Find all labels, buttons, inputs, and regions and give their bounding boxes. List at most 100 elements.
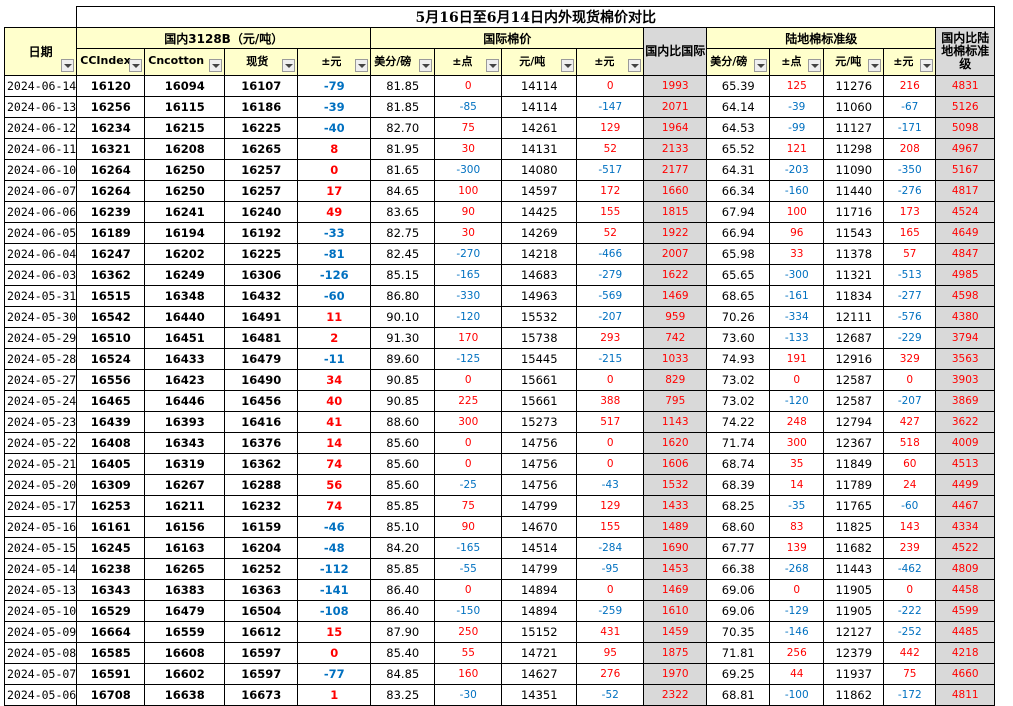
- header-yuan-ton[interactable]: 元/吨: [501, 48, 578, 76]
- cell-date[interactable]: 2024-05-21: [3, 453, 78, 475]
- cell-port-usc-change[interactable]: 96: [769, 222, 825, 244]
- cell-spot-change[interactable]: 11: [297, 306, 372, 328]
- cell-diff-port[interactable]: 4831: [935, 75, 996, 97]
- cell-port-yuan-ton[interactable]: 11905: [823, 579, 885, 601]
- filter-dropdown-icon[interactable]: [486, 59, 500, 72]
- cell-yuan-change[interactable]: 129: [576, 495, 645, 517]
- cell-cc-index[interactable]: 16256: [76, 96, 146, 118]
- cell-diff-intl[interactable]: 1875: [643, 642, 708, 664]
- cell-spot[interactable]: 16362: [224, 453, 299, 475]
- cell-usc-change[interactable]: -300: [434, 159, 503, 181]
- cell-usc-lb[interactable]: 88.60: [370, 411, 436, 433]
- cell-diff-intl[interactable]: 1459: [643, 621, 708, 643]
- cell-spot[interactable]: 16192: [224, 222, 299, 244]
- cell-usc-lb[interactable]: 85.10: [370, 516, 436, 538]
- cell-spot-change[interactable]: -79: [297, 75, 372, 97]
- cell-date[interactable]: 2024-06-11: [3, 138, 78, 160]
- cell-spot[interactable]: 16306: [224, 264, 299, 286]
- cell-port-usc-lb[interactable]: 65.52: [706, 138, 771, 160]
- cell-port-yuan-change[interactable]: -576: [883, 306, 937, 328]
- cell-usc-change[interactable]: 75: [434, 117, 503, 139]
- cell-spot-change[interactable]: -108: [297, 600, 372, 622]
- cell-cncotton[interactable]: 16194: [144, 222, 226, 244]
- cell-usc-lb[interactable]: 87.90: [370, 621, 436, 643]
- cell-diff-intl[interactable]: 1033: [643, 348, 708, 370]
- cell-usc-change[interactable]: -120: [434, 306, 503, 328]
- cell-usc-lb[interactable]: 85.40: [370, 642, 436, 664]
- header-spot[interactable]: 现货: [224, 48, 299, 76]
- filter-dropdown-icon[interactable]: [419, 59, 433, 72]
- cell-diff-port[interactable]: 4380: [935, 306, 996, 328]
- cell-port-yuan-change[interactable]: 143: [883, 516, 937, 538]
- cell-diff-port[interactable]: 4009: [935, 432, 996, 454]
- cell-diff-intl[interactable]: 1690: [643, 537, 708, 559]
- cell-cncotton[interactable]: 16440: [144, 306, 226, 328]
- cell-diff-intl[interactable]: 1815: [643, 201, 708, 223]
- cell-port-yuan-ton[interactable]: 11543: [823, 222, 885, 244]
- cell-usc-change[interactable]: 300: [434, 411, 503, 433]
- cell-usc-lb[interactable]: 84.85: [370, 663, 436, 685]
- cell-spot[interactable]: 16232: [224, 495, 299, 517]
- cell-spot[interactable]: 16376: [224, 432, 299, 454]
- cell-diff-intl[interactable]: 742: [643, 327, 708, 349]
- cell-port-usc-change[interactable]: 125: [769, 75, 825, 97]
- cell-date[interactable]: 2024-05-14: [3, 558, 78, 580]
- cell-usc-change[interactable]: 30: [434, 222, 503, 244]
- header-port-yuan-change[interactable]: ±元: [883, 48, 937, 76]
- cell-cncotton[interactable]: 16393: [144, 411, 226, 433]
- cell-spot-change[interactable]: -141: [297, 579, 372, 601]
- cell-yuan-ton[interactable]: 14799: [501, 558, 578, 580]
- cell-date[interactable]: 2024-05-31: [3, 285, 78, 307]
- cell-cncotton[interactable]: 16156: [144, 516, 226, 538]
- cell-usc-lb[interactable]: 89.60: [370, 348, 436, 370]
- cell-port-usc-change[interactable]: -300: [769, 264, 825, 286]
- cell-port-usc-lb[interactable]: 66.38: [706, 558, 771, 580]
- cell-yuan-change[interactable]: -95: [576, 558, 645, 580]
- cell-yuan-ton[interactable]: 15273: [501, 411, 578, 433]
- cell-cc-index[interactable]: 16239: [76, 201, 146, 223]
- cell-port-yuan-ton[interactable]: 11378: [823, 243, 885, 265]
- cell-usc-lb[interactable]: 84.20: [370, 537, 436, 559]
- cell-date[interactable]: 2024-06-04: [3, 243, 78, 265]
- cell-yuan-ton[interactable]: 14218: [501, 243, 578, 265]
- cell-usc-change[interactable]: 0: [434, 579, 503, 601]
- cell-port-usc-change[interactable]: 83: [769, 516, 825, 538]
- filter-dropdown-icon[interactable]: [808, 59, 822, 72]
- cell-diff-port[interactable]: 4811: [935, 684, 996, 706]
- cell-date[interactable]: 2024-06-05: [3, 222, 78, 244]
- cell-yuan-change[interactable]: -147: [576, 96, 645, 118]
- cell-usc-change[interactable]: 90: [434, 201, 503, 223]
- cell-usc-change[interactable]: -30: [434, 684, 503, 706]
- cell-diff-intl[interactable]: 1964: [643, 117, 708, 139]
- cell-port-usc-change[interactable]: 300: [769, 432, 825, 454]
- cell-yuan-ton[interactable]: 14963: [501, 285, 578, 307]
- cell-yuan-ton[interactable]: 15738: [501, 327, 578, 349]
- cell-diff-intl[interactable]: 2177: [643, 159, 708, 181]
- cell-port-usc-lb[interactable]: 67.94: [706, 201, 771, 223]
- cell-port-yuan-change[interactable]: 60: [883, 453, 937, 475]
- cell-spot-change[interactable]: -39: [297, 96, 372, 118]
- cell-cc-index[interactable]: 16529: [76, 600, 146, 622]
- cell-cncotton[interactable]: 16241: [144, 201, 226, 223]
- cell-spot[interactable]: 16204: [224, 537, 299, 559]
- cell-diff-intl[interactable]: 2071: [643, 96, 708, 118]
- cell-port-usc-change[interactable]: -100: [769, 684, 825, 706]
- cell-port-usc-change[interactable]: -99: [769, 117, 825, 139]
- cell-diff-port[interactable]: 4649: [935, 222, 996, 244]
- cell-diff-intl[interactable]: 2322: [643, 684, 708, 706]
- cell-cncotton[interactable]: 16383: [144, 579, 226, 601]
- cell-port-usc-lb[interactable]: 66.34: [706, 180, 771, 202]
- cell-usc-change[interactable]: -85: [434, 96, 503, 118]
- cell-yuan-change[interactable]: 276: [576, 663, 645, 685]
- cell-port-yuan-change[interactable]: -60: [883, 495, 937, 517]
- cell-port-yuan-change[interactable]: -252: [883, 621, 937, 643]
- cell-diff-port[interactable]: 4513: [935, 453, 996, 475]
- cell-port-yuan-change[interactable]: 0: [883, 579, 937, 601]
- cell-date[interactable]: 2024-05-22: [3, 432, 78, 454]
- cell-yuan-change[interactable]: 95: [576, 642, 645, 664]
- cell-yuan-ton[interactable]: 14894: [501, 600, 578, 622]
- cell-port-usc-lb[interactable]: 65.39: [706, 75, 771, 97]
- cell-usc-change[interactable]: 75: [434, 495, 503, 517]
- cell-spot-change[interactable]: 41: [297, 411, 372, 433]
- cell-usc-lb[interactable]: 86.40: [370, 579, 436, 601]
